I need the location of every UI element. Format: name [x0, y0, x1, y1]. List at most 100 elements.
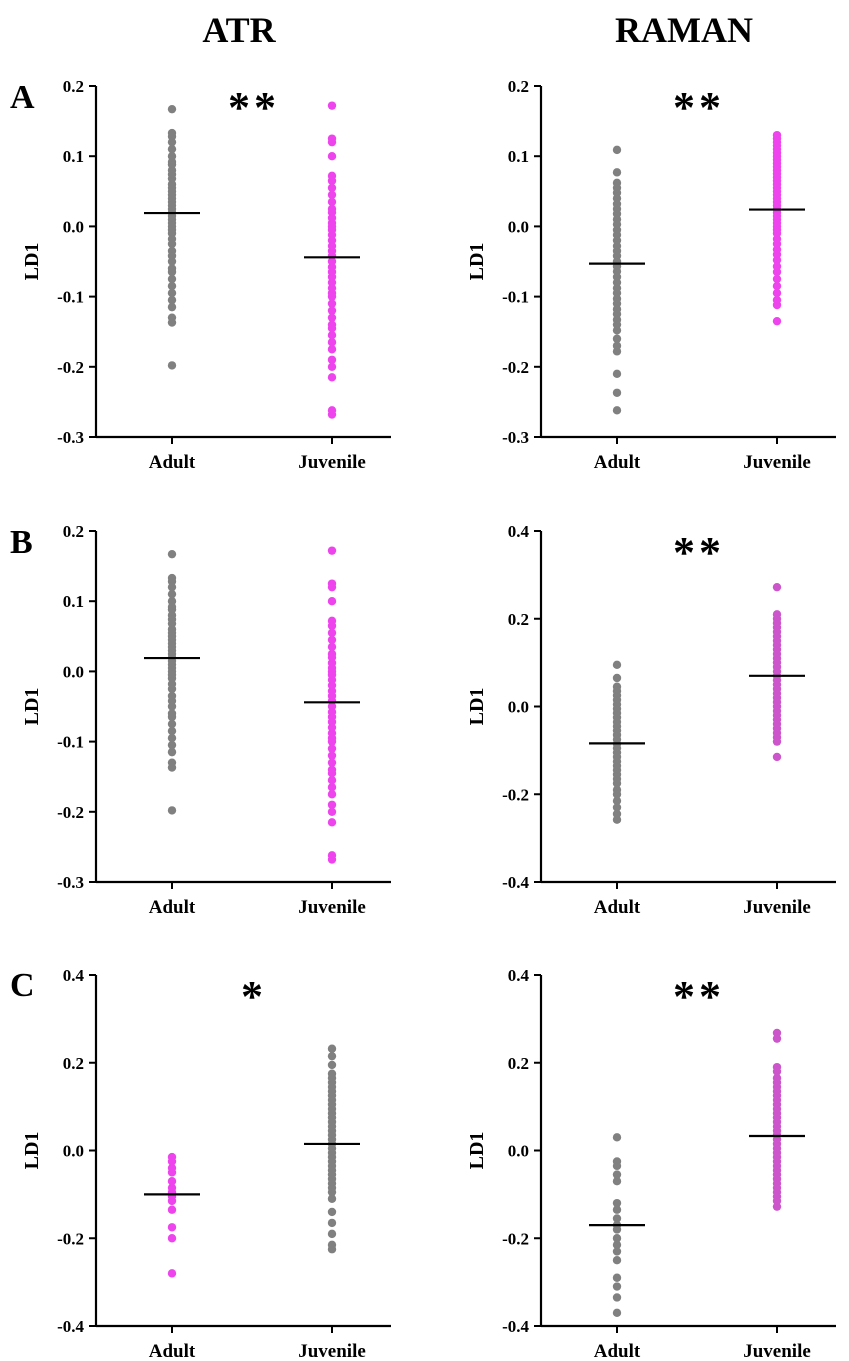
data-point-juvenile	[772, 316, 782, 326]
y-tick-label: -0.2	[57, 1229, 84, 1248]
data-point-juvenile	[327, 306, 337, 315]
chart-panel-a-atr: 0.2 0.1 0.0 -0.1 -0.2 -0.3 LD1 Adult Juvenile **	[21, 77, 391, 473]
data-point-juvenile	[327, 137, 337, 147]
data-point-adult	[167, 257, 177, 266]
data-point-adult	[612, 660, 622, 670]
y-tick-label: 0.2	[63, 77, 84, 96]
data-point-juvenile	[327, 362, 337, 371]
data-point-adult	[612, 1293, 622, 1302]
data-point-adult	[167, 763, 177, 772]
chart-panel-c-atr: 0.4 0.2 0.0 -0.2 -0.4 LD1 Adult Juvenile *	[21, 966, 391, 1361]
data-point-adult	[612, 334, 622, 343]
data-point-adult	[612, 1225, 622, 1234]
data-point-juvenile	[772, 752, 782, 762]
y-tick-label: 0.2	[508, 77, 529, 96]
data-point-juvenile	[327, 101, 337, 110]
x-tick-label-adult: Adult	[149, 452, 196, 473]
data-point-juvenile	[772, 1034, 782, 1043]
data-point-adult	[612, 347, 622, 356]
y-tick-label: -0.4	[502, 873, 529, 892]
x-tick-label-juvenile: Juvenile	[743, 452, 811, 473]
data-point-juvenile	[327, 373, 337, 382]
data-point-adult	[167, 726, 177, 736]
data-point-adult	[167, 137, 177, 147]
data-point-adult	[167, 302, 177, 312]
data-point-juvenile	[327, 621, 337, 630]
data-point-adult	[612, 145, 622, 155]
data-point-adult	[612, 815, 622, 824]
y-tick-label: -0.3	[57, 873, 84, 892]
data-point-juvenile	[327, 628, 337, 637]
y-tick-label: -0.2	[502, 358, 529, 377]
row-label-c: C	[10, 967, 35, 1004]
data-point-juvenile	[327, 331, 337, 340]
y-tick-label: -0.1	[502, 288, 529, 307]
y-tick-label: -0.2	[57, 803, 84, 822]
y-tick-label: 0.4	[508, 966, 530, 985]
data-point-adult	[167, 1168, 177, 1177]
data-point-juvenile	[327, 751, 337, 760]
y-tick-label: 0.2	[508, 610, 529, 629]
data-point-juvenile	[327, 1207, 337, 1217]
data-point-adult	[612, 388, 622, 397]
data-point-adult	[167, 806, 177, 815]
data-point-adult	[167, 1157, 177, 1166]
chart-panel-a-raman: 0.2 0.1 0.0 -0.1 -0.2 -0.3 LD1 Adult Juvenile **	[466, 77, 836, 473]
significance-marker: **	[673, 972, 725, 1021]
data-point-adult	[167, 288, 177, 298]
data-point-adult	[167, 702, 177, 711]
data-point-adult	[612, 790, 622, 799]
data-point-juvenile	[327, 776, 337, 785]
data-point-adult	[612, 673, 622, 683]
data-point-juvenile	[772, 255, 782, 265]
data-point-adult	[167, 747, 177, 757]
y-axis-label: LD1	[466, 1132, 488, 1170]
data-point-adult	[612, 1240, 622, 1250]
y-tick-label: 0.2	[63, 1054, 84, 1073]
y-tick-label: 0.0	[508, 1142, 529, 1161]
data-point-juvenile	[327, 176, 337, 185]
x-tick-label-adult: Adult	[594, 897, 641, 918]
data-point-adult	[612, 1273, 622, 1282]
data-point-adult	[167, 582, 177, 592]
data-point-adult	[612, 168, 622, 177]
data-point-adult	[167, 267, 177, 277]
x-tick-label-adult: Adult	[594, 452, 641, 473]
x-tick-label-juvenile: Juvenile	[298, 1341, 366, 1361]
data-point-juvenile	[327, 790, 337, 799]
y-axis-label: LD1	[466, 243, 488, 281]
data-point-adult	[167, 274, 177, 284]
y-tick-label: 0.4	[508, 522, 530, 541]
data-point-juvenile	[772, 1067, 782, 1076]
x-tick-label-juvenile: Juvenile	[298, 897, 366, 918]
data-point-juvenile	[327, 546, 337, 555]
data-point-juvenile	[327, 597, 337, 606]
data-point-adult	[167, 549, 177, 559]
data-point-juvenile	[327, 1060, 337, 1070]
data-point-juvenile	[772, 267, 782, 277]
data-point-juvenile	[327, 855, 337, 864]
chart-panel-c-raman: 0.4 0.2 0.0 -0.2 -0.4 LD1 Adult Juvenile **	[466, 966, 836, 1361]
data-point-juvenile	[327, 1051, 337, 1061]
data-point-juvenile	[327, 1229, 337, 1239]
data-point-adult	[167, 295, 177, 305]
data-point-juvenile	[327, 152, 337, 161]
data-point-adult	[167, 361, 177, 370]
x-tick-label-juvenile: Juvenile	[743, 897, 811, 918]
data-point-juvenile	[327, 1245, 337, 1254]
y-tick-label: -0.3	[57, 428, 84, 447]
data-point-adult	[167, 589, 177, 599]
data-point-juvenile	[327, 292, 337, 301]
data-point-juvenile	[327, 338, 337, 347]
data-point-adult	[612, 1308, 622, 1318]
data-point-juvenile	[327, 807, 337, 816]
y-tick-label: -0.4	[57, 1317, 84, 1336]
data-point-adult	[612, 1255, 622, 1265]
data-point-juvenile	[772, 737, 782, 746]
data-point-juvenile	[327, 190, 337, 200]
x-tick-label-juvenile: Juvenile	[743, 1341, 811, 1361]
chart-panel-b-atr: 0.2 0.1 0.0 -0.1 -0.2 -0.3 LD1 Adult Juvenile	[21, 522, 391, 918]
data-point-juvenile	[327, 410, 337, 419]
data-point-adult	[167, 281, 177, 291]
data-point-adult	[612, 1198, 622, 1208]
